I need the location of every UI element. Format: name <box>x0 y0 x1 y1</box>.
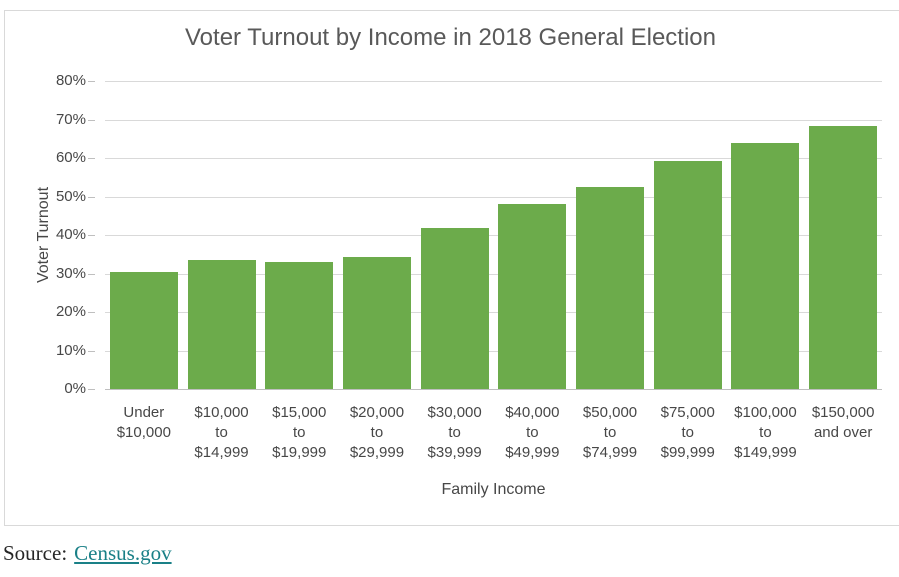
y-tick-label-70: 70% <box>55 110 86 128</box>
gridline-30 <box>105 273 882 275</box>
bar-5 <box>420 228 489 389</box>
y-tick-label-30: 30% <box>55 264 86 282</box>
x-tick-label-5: $30,000 to $39,999 <box>427 404 482 461</box>
bar-4 <box>342 256 411 389</box>
y-tick-mark-0 <box>88 389 95 390</box>
y-tick-mark-60 <box>88 158 95 159</box>
source-label: Source: <box>3 541 68 565</box>
y-tick-mark-20 <box>88 312 95 313</box>
x-tick-label-10: $150,000 and over <box>811 404 875 441</box>
bar-2 <box>187 259 256 389</box>
x-axis-title: Family Income <box>441 481 546 498</box>
x-tick-label-7: $50,000 to $74,999 <box>582 404 638 461</box>
y-tick-mark-40 <box>88 235 95 236</box>
gridline-70 <box>105 119 882 121</box>
y-tick-label-50: 50% <box>55 187 86 205</box>
y-tick-mark-10 <box>88 350 95 352</box>
y-tick-mark-70 <box>88 119 95 121</box>
bar-7 <box>576 187 645 389</box>
x-tick-label-3: $15,000 to $19,999 <box>272 404 327 461</box>
bar-10 <box>809 126 878 389</box>
source-line: Source: Census.gov <box>3 541 172 566</box>
bar-9 <box>731 142 800 389</box>
bar-3 <box>265 261 334 389</box>
chart-title: Voter Turnout by Income in 2018 General … <box>185 24 716 51</box>
x-tick-label-9: $100,000 to $149,999 <box>734 404 797 461</box>
x-tick-label-4: $20,000 to $29,999 <box>349 404 405 461</box>
plot-area <box>105 81 882 389</box>
x-tick-label-1: Under $10,000 <box>116 404 171 441</box>
gridline-10 <box>105 350 882 352</box>
y-tick-label-20: 20% <box>55 303 86 320</box>
x-tick-label-6: $40,000 to $49,999 <box>505 404 560 461</box>
bar-6 <box>498 203 567 389</box>
x-tick-label-2: $10,000 to $14,999 <box>194 404 249 461</box>
x-tick-label-8: $75,000 to $99,999 <box>660 404 715 461</box>
y-tick-label-10: 10% <box>55 341 86 359</box>
y-tick-mark-30 <box>88 273 95 275</box>
y-tick-label-0: 0% <box>64 380 86 397</box>
gridline-40 <box>105 235 882 236</box>
y-tick-mark-80 <box>88 81 95 82</box>
x-axis-line <box>105 389 882 390</box>
bar-8 <box>653 161 722 389</box>
gridline-50 <box>105 196 882 198</box>
gridline-60 <box>105 158 882 159</box>
bar-1 <box>109 271 178 389</box>
y-tick-label-80: 80% <box>55 72 86 89</box>
y-tick-mark-50 <box>88 196 95 198</box>
y-tick-label-60: 60% <box>55 149 86 166</box>
gridline-80 <box>105 81 882 82</box>
y-tick-label-40: 40% <box>55 226 86 243</box>
gridline-20 <box>105 312 882 313</box>
source-link[interactable]: Census.gov <box>74 541 172 565</box>
